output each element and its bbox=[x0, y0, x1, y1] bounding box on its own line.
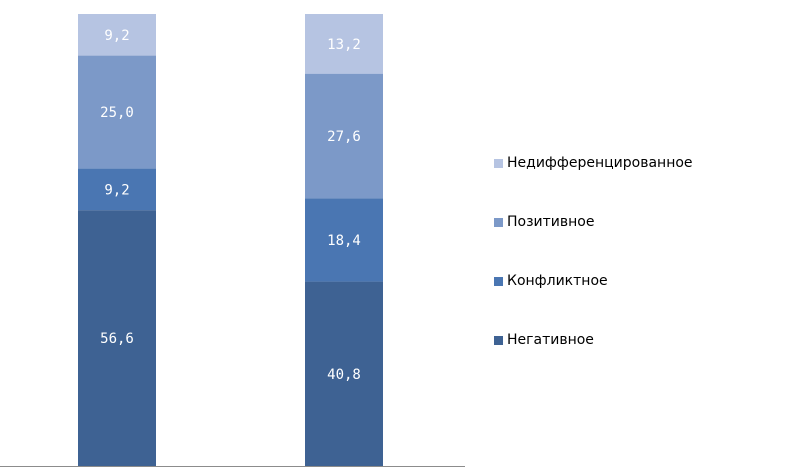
legend-swatch bbox=[494, 335, 503, 345]
bars-group: 56,6 9,2 25,0 9,2 40,8 18,4 27,6 13,2 bbox=[78, 14, 383, 466]
data-label-2-3: 27,6 bbox=[327, 129, 361, 145]
legend-label: Негативное bbox=[507, 332, 594, 348]
legend-item-1: Негативное bbox=[494, 330, 693, 350]
data-label-2-4: 13,2 bbox=[327, 37, 361, 53]
legend-item-4: Недифференцированное bbox=[494, 153, 693, 173]
data-label-1-1: 56,6 bbox=[100, 331, 134, 347]
legend-swatch bbox=[494, 217, 503, 227]
legend-label: Конфликтное bbox=[507, 273, 608, 289]
bar-segment-2-2 bbox=[305, 198, 383, 282]
legend-item-3: Позитивное bbox=[494, 212, 693, 232]
data-label-1-2: 9,2 bbox=[104, 182, 129, 198]
bar-segment-2-3 bbox=[305, 73, 383, 199]
bar-segment-2-1 bbox=[305, 281, 383, 466]
data-label-2-1: 40,8 bbox=[327, 367, 361, 383]
legend-label: Недифференцированное bbox=[507, 155, 693, 171]
legend-item-2: Конфликтное bbox=[494, 271, 693, 291]
legend-swatch bbox=[494, 276, 503, 286]
data-label-2-2: 18,4 bbox=[327, 233, 361, 249]
bar-segment-1-2 bbox=[78, 168, 156, 211]
bar-segment-1-1 bbox=[78, 210, 156, 466]
bar-segment-2-4 bbox=[305, 14, 383, 74]
legend: Недифференцированное Позитивное Конфликтно… bbox=[494, 153, 693, 389]
legend-label: Позитивное bbox=[507, 214, 595, 230]
bar-segment-1-4 bbox=[78, 14, 156, 56]
legend-swatch bbox=[494, 158, 503, 168]
data-label-1-4: 9,2 bbox=[104, 28, 129, 44]
data-label-1-3: 25,0 bbox=[100, 105, 134, 121]
bar-segment-1-3 bbox=[78, 55, 156, 169]
